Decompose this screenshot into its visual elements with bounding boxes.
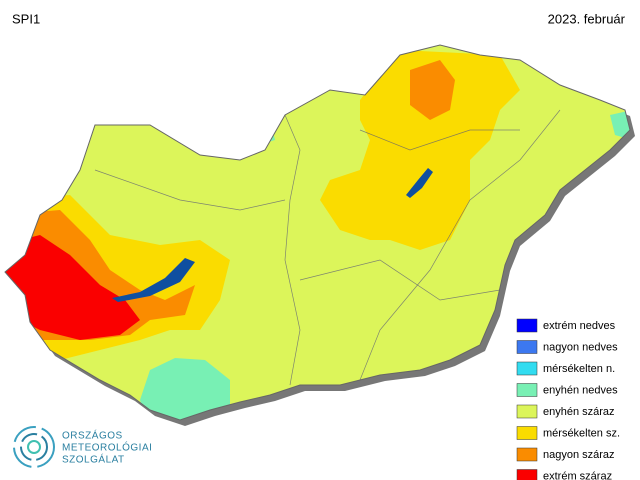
legend-swatch — [516, 404, 538, 419]
river — [359, 109, 561, 381]
logo-text: METEOROLÓGIAI — [62, 441, 152, 454]
legend-label: nagyon száraz — [543, 449, 615, 461]
region — [410, 60, 455, 120]
legend-swatch — [516, 469, 538, 480]
border-line — [359, 129, 520, 151]
border-line — [94, 169, 286, 211]
legend: extrém nedves nagyon nedves mérsékelten n.… — [516, 318, 620, 480]
region — [5, 235, 140, 340]
map-title: SPI1 — [12, 11, 40, 26]
logo-mark — [13, 426, 55, 468]
river — [284, 114, 301, 386]
lake — [112, 258, 195, 302]
border-line — [299, 259, 501, 301]
legend-label: mérsékelten sz. — [543, 427, 620, 439]
legend-label: mérsékelten n. — [543, 363, 615, 375]
legend-label: extrém nedves — [543, 320, 616, 332]
legend-swatch — [516, 426, 538, 440]
map-date: 2023. február — [548, 11, 626, 26]
legend-label: enyhén száraz — [543, 406, 615, 418]
legend-swatch — [516, 318, 538, 333]
legend-swatch — [516, 447, 538, 462]
legend-swatch — [516, 340, 538, 354]
logo-text: SZOLGÁLAT — [62, 453, 125, 466]
legend-swatch — [516, 361, 538, 376]
legend-swatch — [516, 383, 538, 397]
legend-label: extrém száraz — [543, 470, 612, 480]
legend-label: nagyon nedves — [543, 341, 618, 353]
legend-label: enyhén nedves — [543, 384, 618, 396]
logo-mark — [27, 440, 41, 454]
logo-text: ORSZÁGOS — [62, 429, 123, 442]
lake — [406, 168, 433, 198]
logo-mark — [20, 433, 48, 461]
logo: ORSZÁGOS METEOROLÓGIAI SZOLGÁLAT — [13, 426, 152, 468]
